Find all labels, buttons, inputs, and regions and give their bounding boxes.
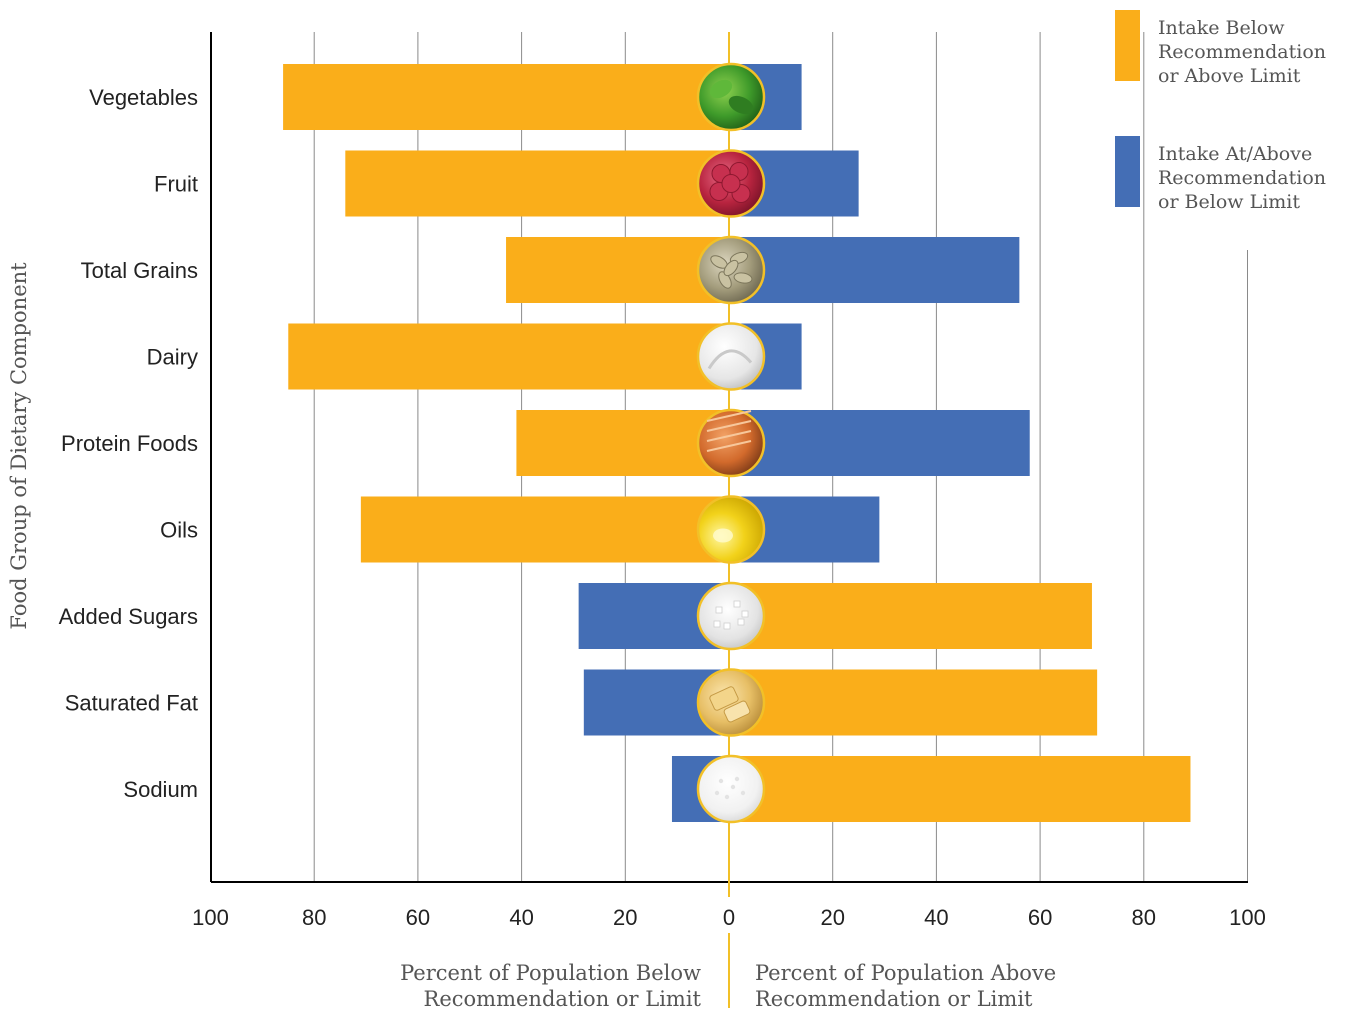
bar-right-7 xyxy=(729,669,1098,736)
category-label: Oils xyxy=(160,518,198,543)
bar-left-3 xyxy=(288,323,729,390)
category-label: Vegetables xyxy=(89,85,198,110)
x-tick-label: 80 xyxy=(1132,905,1156,930)
oil-icon xyxy=(696,495,766,564)
category-label: Added Sugars xyxy=(59,604,198,629)
bar-right-4 xyxy=(729,410,1030,476)
x-tick-label: 20 xyxy=(613,905,637,930)
labels: Vegetables Fruit Total Grains Dairy Protein … xyxy=(7,85,1266,1011)
legend-swatch xyxy=(1115,136,1140,207)
y-axis-title: Food Group of Dietary Component xyxy=(7,262,31,630)
x-tick-label: 0 xyxy=(723,905,735,930)
x-tick-label: 20 xyxy=(820,905,844,930)
x-axis-title-left: Percent of Population Below xyxy=(400,961,701,985)
x-tick-label: 60 xyxy=(406,905,430,930)
x-tick-label: 80 xyxy=(302,905,326,930)
legend-label: Intake Below xyxy=(1158,17,1285,39)
oats-icon xyxy=(696,235,766,305)
legend-swatch xyxy=(1115,10,1140,81)
milk-icon xyxy=(696,322,766,391)
x-axis-title-right: Recommendation or Limit xyxy=(755,987,1033,1011)
bar-left-5 xyxy=(360,496,729,563)
category-label: Dairy xyxy=(147,345,198,370)
x-tick-label: 100 xyxy=(192,905,229,930)
raspberry-icon xyxy=(696,149,766,218)
x-tick-label: 40 xyxy=(924,905,948,930)
x-axis-title-left: Recommendation or Limit xyxy=(424,987,702,1011)
salt-icon xyxy=(696,754,766,824)
category-label: Protein Foods xyxy=(61,431,198,456)
bar-left-0 xyxy=(283,64,729,130)
bar-right-2 xyxy=(729,237,1020,303)
x-tick-label: 40 xyxy=(509,905,533,930)
x-tick-label: 100 xyxy=(1229,905,1266,930)
category-label: Fruit xyxy=(154,172,198,197)
legend-label: or Below Limit xyxy=(1158,191,1300,213)
bar-left-1 xyxy=(345,150,729,217)
category-label: Total Grains xyxy=(81,258,198,283)
legend-label: Recommendation xyxy=(1158,167,1326,189)
x-tick-label: 60 xyxy=(1028,905,1052,930)
x-axis-title-right: Percent of Population Above xyxy=(755,961,1056,985)
bar-right-6 xyxy=(729,583,1092,649)
legend-label: Recommendation xyxy=(1158,41,1326,63)
legend-label: Intake At/Above xyxy=(1158,143,1312,165)
butter-icon xyxy=(696,668,766,737)
legend-label: or Above Limit xyxy=(1158,65,1301,87)
category-label: Saturated Fat xyxy=(65,691,198,716)
category-label: Sodium xyxy=(123,777,198,802)
food-icons xyxy=(696,62,766,824)
bar-right-8 xyxy=(729,756,1191,822)
salmon-icon xyxy=(696,408,766,478)
bar-left-2 xyxy=(506,237,729,303)
bar-left-4 xyxy=(516,410,729,476)
spinach-icon xyxy=(696,62,766,132)
sugar-icon xyxy=(696,581,766,651)
